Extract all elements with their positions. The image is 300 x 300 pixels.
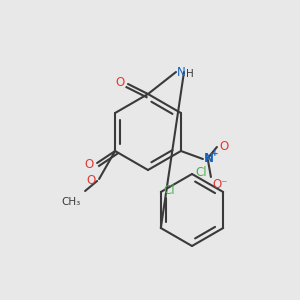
Text: O: O <box>116 76 125 89</box>
Text: O⁻: O⁻ <box>212 178 227 191</box>
Text: H: H <box>186 69 194 79</box>
Text: O: O <box>219 140 228 154</box>
Text: +: + <box>211 148 218 158</box>
Text: N: N <box>204 152 214 166</box>
Text: Cl: Cl <box>195 166 207 178</box>
Text: O: O <box>85 158 94 170</box>
Text: Cl: Cl <box>164 184 176 196</box>
Text: CH₃: CH₃ <box>62 197 81 207</box>
Text: O: O <box>87 173 96 187</box>
Text: N: N <box>177 65 186 79</box>
